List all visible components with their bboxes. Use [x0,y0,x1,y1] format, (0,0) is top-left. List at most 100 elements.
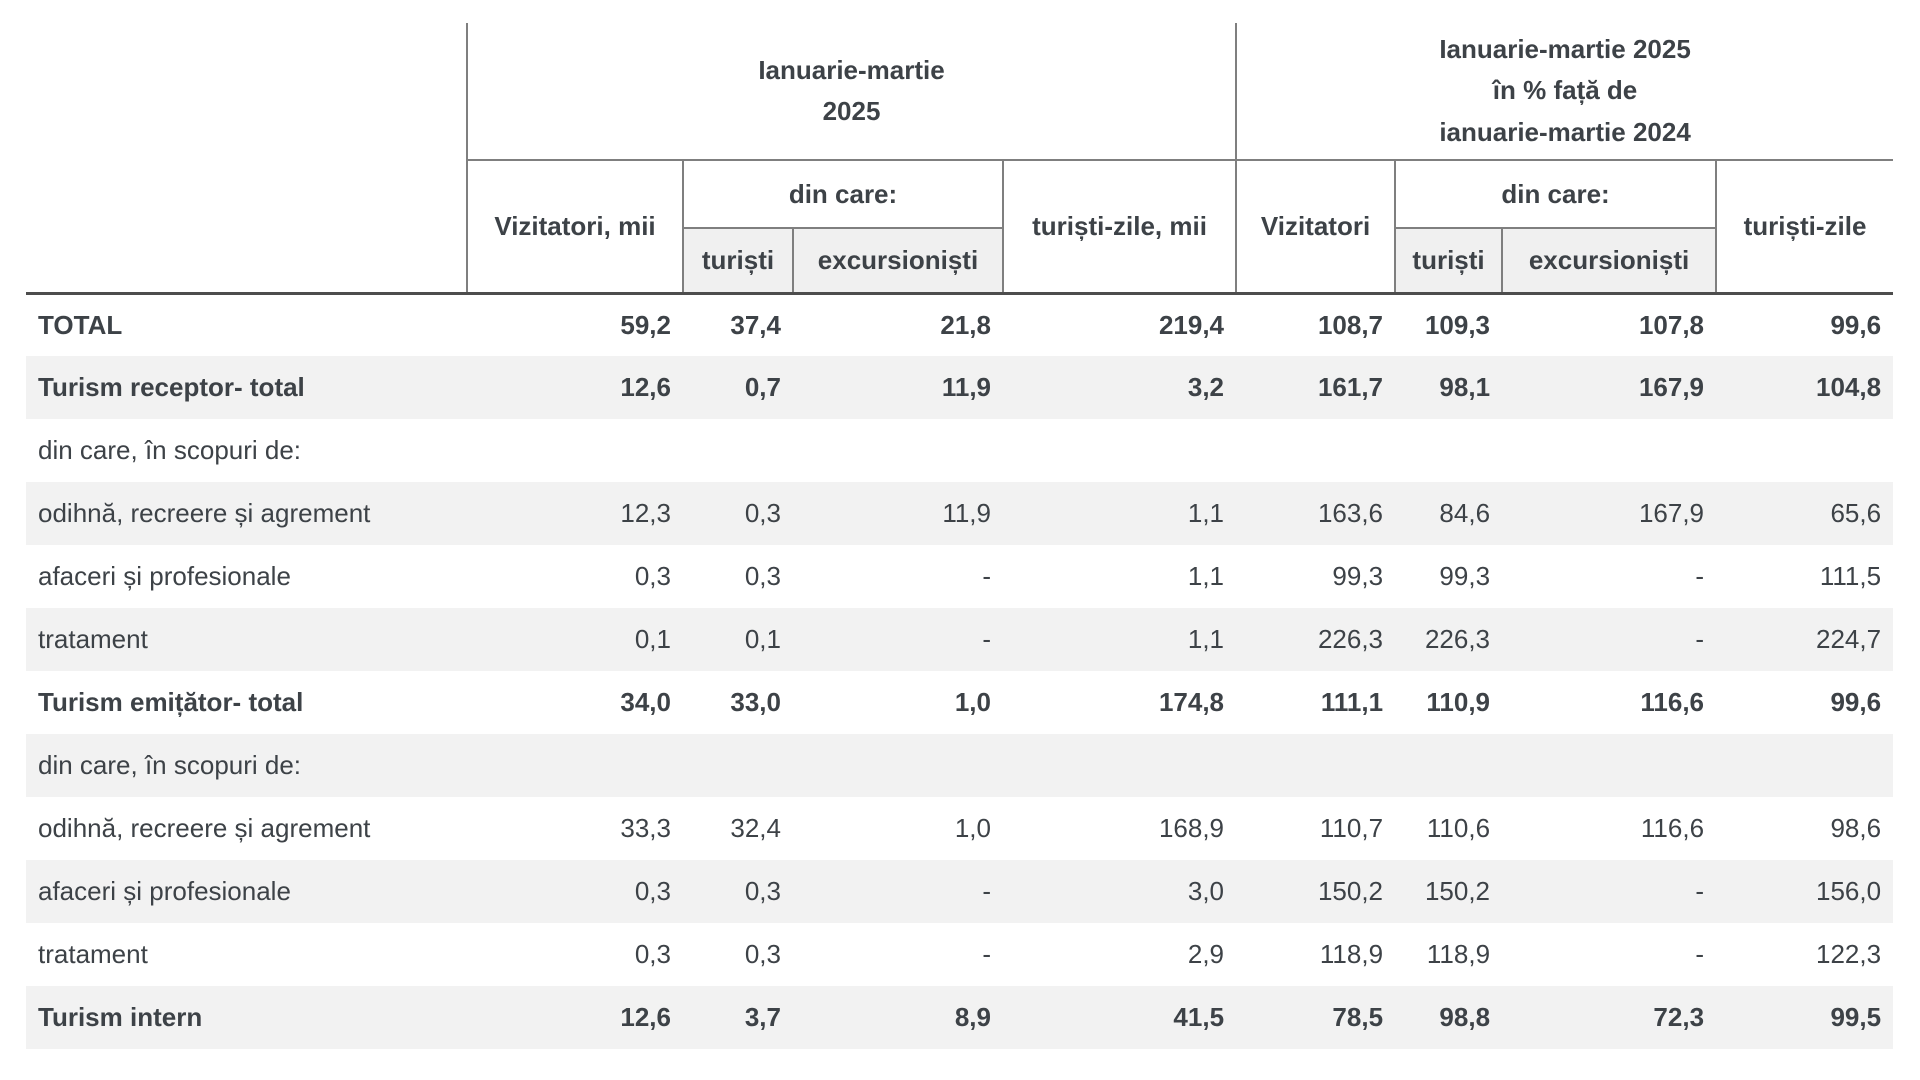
cell-value: 150,2 [1317,876,1384,906]
cell-value [1716,419,1893,482]
cell-value [1236,419,1395,482]
cell-value: 84,6 [1439,498,1491,528]
column-header-din-care-right: din care: [1395,160,1718,229]
cell-value: 110,9 [1426,687,1491,717]
cell-value: 0,3 [744,561,781,591]
table-row: odihnă, recreere și agrement 33,3 32,4 1,0 1… [26,797,1893,860]
cell-value: - [1695,624,1705,654]
cell-value: 0,1 [744,624,781,654]
cell-value: - [982,876,991,906]
table-body: TOTAL 59,2 37,4 21,8 219,4 108,7 109,3 107,8 99,… [26,291,1894,1049]
column-header-vizitatori-mii: Vizitatori, mii [467,160,684,293]
cell-value: - [982,624,991,654]
cell-value: 111,1 [1320,687,1384,717]
cell-value [1502,734,1716,797]
cell-value: 12,6 [620,1002,671,1032]
cell-value [793,419,1003,482]
row-label: din care, în scopuri de: [38,435,302,465]
cell-value [793,734,1003,797]
table-row: din care, în scopuri de: [26,419,1893,482]
cell-value [1003,734,1236,797]
table-row: Turism emițător- total 34,0 33,0 1,0 174,8 11… [26,671,1893,734]
cell-value: 118,9 [1319,939,1384,969]
cell-value: 0,3 [744,939,781,969]
cell-value: 78,5 [1332,1002,1384,1032]
cell-value: 99,6 [1830,687,1882,717]
cell-value: 1,1 [1187,498,1225,528]
cell-value [467,734,683,797]
cell-value: 118,9 [1426,939,1491,969]
cell-value: 226,3 [1317,624,1384,654]
cell-value: 0,3 [634,561,671,591]
row-label: TOTAL [26,291,467,356]
cell-value: 32,4 [730,813,781,843]
cell-value: 110,7 [1319,813,1384,843]
row-label: tratament [38,939,148,969]
corner-empty-cell [26,23,468,293]
column-header-excursionisti-left: excursioniști [793,228,1004,293]
cell-value: 167,9 [1638,498,1705,528]
cell-value: 98,8 [1439,1002,1491,1032]
cell-value: 0,1 [634,624,671,654]
table-row: tratament 0,3 0,3 - 2,9 118,9 118,9 - 122,3 [26,923,1893,986]
cell-value: 163,6 [1317,498,1384,528]
cell-value: 59,2 [467,291,683,356]
cell-value: 224,7 [1815,624,1882,654]
cell-value: - [982,939,991,969]
column-header-excursionisti-right: excursioniști [1502,228,1718,293]
cell-value: 12,6 [620,372,671,402]
cell-value: 12,3 [620,498,671,528]
cell-value [1395,419,1502,482]
table-row: TOTAL 59,2 37,4 21,8 219,4 108,7 109,3 107,8 99,… [26,291,1894,356]
cell-value [1236,734,1395,797]
cell-value: 41,5 [1173,1002,1225,1032]
cell-value: 37,4 [683,291,793,356]
cell-value: 167,9 [1638,372,1705,402]
cell-value: 99,5 [1830,1002,1882,1032]
cell-value: 174,8 [1158,687,1225,717]
cell-value: - [982,561,991,591]
tourism-statistics-table-container: Ianuarie-martie 2025 Ianuarie-martie 202… [26,23,1894,1049]
cell-value: - [1695,876,1705,906]
tourism-statistics-table: Ianuarie-martie 2025 Ianuarie-martie 202… [26,23,1894,1049]
cell-value [1395,734,1502,797]
cell-value: 0,3 [634,876,671,906]
cell-value: 110,6 [1426,813,1491,843]
cell-value: 116,6 [1640,813,1705,843]
cell-value: 161,7 [1317,372,1384,402]
row-label: Turism receptor- total [38,372,305,402]
cell-value [683,419,793,482]
cell-value: 150,2 [1424,876,1491,906]
cell-value: 122,3 [1815,939,1882,969]
row-label: odihnă, recreere și agrement [38,498,371,528]
row-label: odihnă, recreere și agrement [38,813,371,843]
table-row: din care, în scopuri de: [26,734,1894,797]
cell-value: 156,0 [1815,876,1882,906]
cell-value: 104,8 [1815,372,1882,402]
cell-value: 98,6 [1830,813,1882,843]
cell-value: 8,9 [954,1002,991,1032]
cell-value: 0,3 [744,498,781,528]
column-header-turisti-zile: turiști-zile [1716,160,1894,293]
table-row: afaceri și profesionale 0,3 0,3 - 1,1 99,3 99,… [26,545,1893,608]
cell-value: 3,7 [744,1002,781,1032]
cell-value: 219,4 [1003,291,1237,356]
cell-value: 99,3 [1439,561,1491,591]
cell-value: 116,6 [1640,687,1705,717]
cell-value: 107,8 [1502,291,1717,356]
table-row: Turism intern 12,6 3,7 8,9 41,5 78,5 98,8 72,3 9… [26,986,1894,1049]
cell-value: 34,0 [620,687,671,717]
cell-value [1003,419,1236,482]
table-row: afaceri și profesionale 0,3 0,3 - 3,0 150,2 15… [26,860,1894,923]
cell-value: 0,3 [634,939,671,969]
column-header-vizitatori: Vizitatori [1236,160,1397,293]
row-label: tratament [38,624,148,654]
cell-value: 0,7 [744,372,781,402]
cell-value: 99,3 [1332,561,1384,591]
column-group-ianuarie-martie-2025: Ianuarie-martie 2025 [467,23,1238,161]
table-row: tratament 0,1 0,1 - 1,1 226,3 226,3 - 224,7 [26,608,1894,671]
cell-value: 33,3 [620,813,671,843]
table-row: odihnă, recreere și agrement 12,3 0,3 11,9 1… [26,482,1894,545]
header-row-sub: turiști excursioniști turiști excursioni… [26,228,1893,293]
cell-value: 99,6 [1716,291,1894,356]
